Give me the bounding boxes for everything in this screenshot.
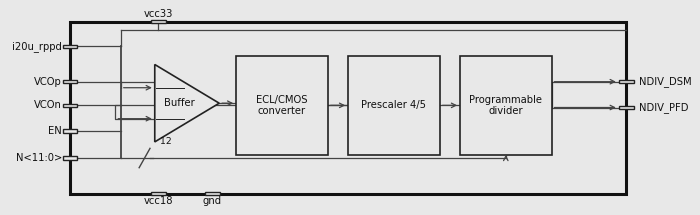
Text: N<11:0>: N<11:0>: [15, 153, 62, 163]
Text: 12: 12: [160, 137, 172, 146]
Text: VCOp: VCOp: [34, 77, 62, 87]
FancyBboxPatch shape: [348, 56, 440, 155]
FancyBboxPatch shape: [205, 192, 220, 195]
FancyBboxPatch shape: [619, 106, 634, 109]
Text: Buffer: Buffer: [164, 98, 195, 108]
FancyBboxPatch shape: [62, 104, 78, 107]
FancyBboxPatch shape: [150, 192, 166, 195]
FancyBboxPatch shape: [619, 80, 634, 83]
FancyBboxPatch shape: [150, 20, 166, 23]
Text: NDIV_DSM: NDIV_DSM: [639, 76, 692, 87]
FancyBboxPatch shape: [62, 156, 78, 160]
Text: Programmable
divider: Programmable divider: [469, 95, 542, 116]
Text: vcc18: vcc18: [144, 196, 173, 206]
Text: Prescaler 4/5: Prescaler 4/5: [361, 100, 426, 110]
Text: VCOn: VCOn: [34, 100, 62, 110]
Text: EN: EN: [48, 126, 62, 136]
Text: vcc33: vcc33: [144, 9, 173, 19]
Polygon shape: [155, 64, 219, 142]
Text: NDIV_PFD: NDIV_PFD: [639, 102, 689, 113]
FancyBboxPatch shape: [62, 80, 78, 83]
FancyBboxPatch shape: [70, 22, 626, 194]
FancyBboxPatch shape: [62, 129, 78, 133]
Text: i20u_rppd: i20u_rppd: [12, 41, 62, 52]
FancyBboxPatch shape: [460, 56, 552, 155]
Text: gnd: gnd: [203, 196, 222, 206]
FancyBboxPatch shape: [62, 45, 78, 48]
Text: ECL/CMOS
converter: ECL/CMOS converter: [256, 95, 308, 116]
FancyBboxPatch shape: [236, 56, 328, 155]
